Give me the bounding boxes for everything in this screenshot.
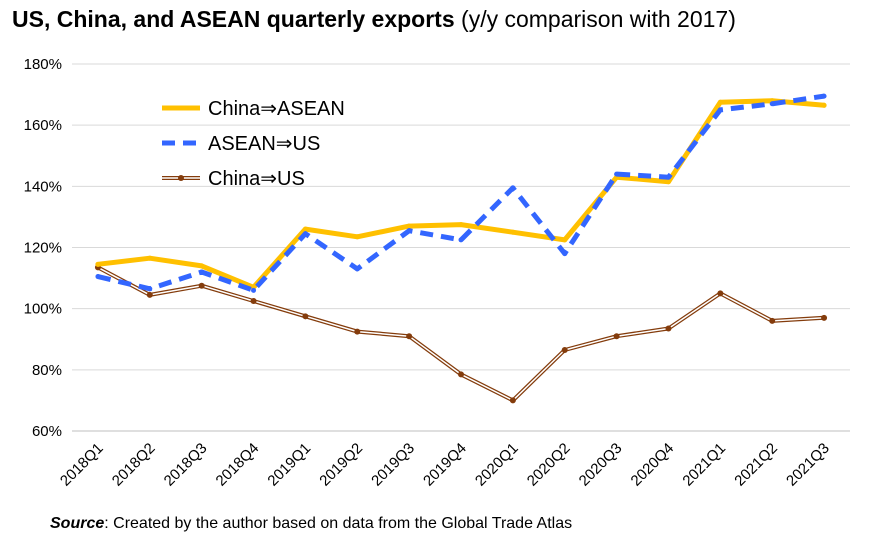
data-point-asean-us — [458, 237, 464, 243]
x-tick-label: 2018Q3 — [161, 440, 211, 490]
data-point-china-us — [665, 325, 672, 332]
data-point-asean-us — [302, 231, 308, 237]
legend-label: China⇒US — [208, 168, 305, 190]
data-point-china-us — [354, 328, 361, 335]
source-note: Source: Created by the author based on d… — [50, 515, 572, 533]
data-point-china-us — [146, 291, 153, 298]
data-point-china-asean — [510, 229, 516, 235]
data-point-china-us — [717, 290, 724, 297]
legend-marker-china-us — [178, 175, 184, 181]
y-tick-label: 140% — [24, 178, 62, 195]
x-tick-label: 2019Q4 — [420, 440, 470, 490]
data-point-asean-us — [717, 107, 723, 113]
y-tick-label: 100% — [24, 301, 62, 318]
x-tick-label: 2021Q3 — [783, 440, 833, 490]
data-point-china-us — [561, 346, 568, 353]
data-point-china-us — [769, 317, 776, 324]
data-point-china-asean — [821, 102, 827, 108]
y-axis: 60% 80% 100% 120% 140% 160% 180% — [24, 56, 62, 440]
x-tick-label: 2019Q1 — [264, 440, 314, 490]
data-point-china-us — [509, 397, 516, 404]
data-point-asean-us — [251, 287, 257, 293]
data-point-asean-us — [406, 228, 412, 234]
data-point-china-asean — [147, 255, 153, 261]
data-point-asean-us — [510, 185, 516, 191]
data-point-asean-us — [95, 274, 101, 280]
legend-label: China⇒ASEAN — [208, 98, 345, 120]
data-point-asean-us — [354, 266, 360, 272]
data-point-asean-us — [821, 93, 827, 99]
y-tick-label: 120% — [24, 240, 62, 257]
series-line-china-asean — [95, 98, 827, 290]
data-point-china-asean — [458, 222, 464, 228]
data-point-asean-us — [769, 101, 775, 107]
legend-label: ASEAN⇒US — [208, 133, 320, 155]
data-point-china-us — [302, 313, 309, 320]
y-tick-label: 180% — [24, 56, 62, 73]
data-point-china-asean — [406, 223, 412, 229]
data-point-asean-us — [665, 174, 671, 180]
x-tick-label: 2021Q1 — [679, 440, 729, 490]
x-tick-label: 2018Q4 — [213, 440, 263, 490]
data-point-asean-us — [199, 269, 205, 275]
data-point-china-us — [406, 333, 413, 340]
title-subtitle: (y/y comparison with 2017) — [461, 6, 736, 32]
data-point-china-us — [458, 371, 464, 378]
data-point-china-us — [198, 282, 205, 289]
series-lines — [94, 93, 828, 404]
source-label: Source — [50, 515, 105, 532]
legend: China⇒ASEAN ASEAN⇒US China⇒US — [162, 98, 345, 190]
data-point-china-us — [821, 314, 828, 321]
data-point-china-asean — [665, 179, 671, 185]
data-point-asean-us — [562, 251, 568, 257]
x-tick-label: 2020Q1 — [472, 440, 522, 490]
series-line-china-us-inner — [97, 266, 825, 402]
x-tick-label: 2018Q1 — [57, 440, 107, 490]
source-text: : Created by the author based on data fr… — [104, 515, 573, 532]
data-point-china-us — [613, 333, 620, 340]
legend-marker-china-asean — [178, 105, 184, 111]
data-point-china-asean — [302, 226, 308, 232]
x-tick-label: 2019Q2 — [316, 440, 366, 490]
x-tick-label: 2019Q3 — [368, 440, 418, 490]
data-point-china-asean — [199, 263, 205, 269]
series-line-asean-us — [97, 93, 825, 293]
data-point-china-asean — [717, 99, 723, 105]
data-point-china-us — [250, 298, 257, 305]
x-tick-label: 2020Q3 — [576, 440, 626, 490]
x-tick-label: 2021Q2 — [731, 440, 781, 490]
chart-title: US, China, and ASEAN quarterly exports (… — [12, 6, 736, 33]
y-tick-label: 80% — [32, 362, 62, 379]
x-tick-label: 2020Q2 — [524, 440, 574, 490]
data-point-china-asean — [95, 261, 101, 267]
x-tick-label: 2020Q4 — [628, 440, 678, 490]
y-tick-label: 160% — [24, 117, 62, 134]
data-point-china-asean — [562, 237, 568, 243]
gridlines — [72, 63, 850, 432]
data-point-asean-us — [147, 286, 153, 292]
y-tick-label: 60% — [32, 423, 62, 440]
title-bold: US, China, and ASEAN quarterly exports — [12, 6, 455, 32]
x-axis: 2018Q1 2018Q2 2018Q3 2018Q4 2019Q1 2019Q2 2019… — [57, 440, 833, 490]
data-point-china-asean — [354, 234, 360, 240]
x-tick-label: 2018Q2 — [109, 440, 159, 490]
data-point-asean-us — [614, 171, 620, 177]
